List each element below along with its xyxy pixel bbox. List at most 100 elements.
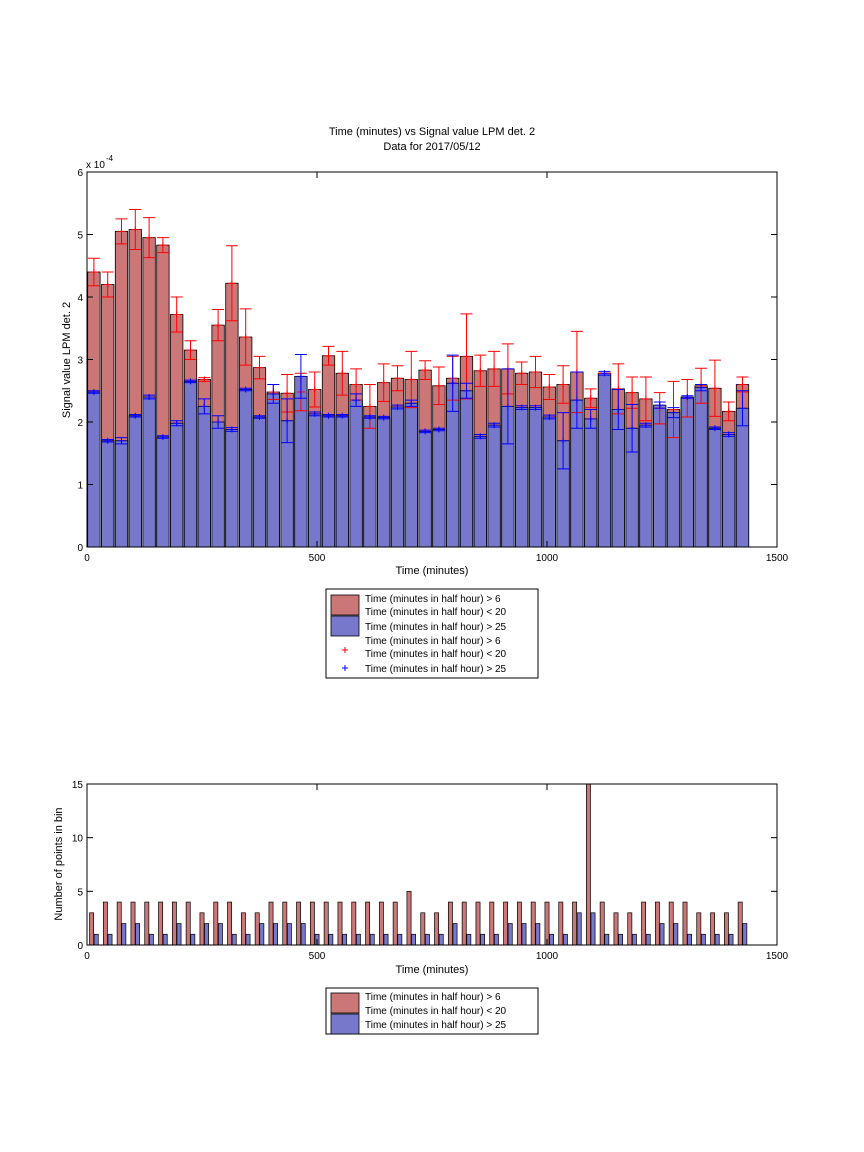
count-bar-blue xyxy=(480,933,486,946)
count-bar-blue xyxy=(286,923,292,946)
count-bar-red xyxy=(696,912,702,946)
count-bar-red xyxy=(516,901,522,946)
count-bar-blue xyxy=(397,933,403,946)
count-bar-blue xyxy=(204,923,210,946)
count-bar-blue xyxy=(176,923,182,946)
bar-blue xyxy=(680,396,694,548)
count-bar-red xyxy=(447,901,453,946)
count-bar-blue xyxy=(424,933,430,946)
bar-blue xyxy=(390,406,405,548)
count-bar-blue xyxy=(411,933,417,946)
bar-blue xyxy=(114,440,129,548)
bar-blue xyxy=(225,429,239,548)
bar-blue xyxy=(722,434,736,548)
y-axis-label: Signal value LPM det. 2 xyxy=(61,302,73,418)
count-bar-red xyxy=(378,901,384,946)
count-bar-red xyxy=(737,901,743,946)
count-bar-blue xyxy=(162,933,168,946)
count-bar-blue xyxy=(659,923,665,946)
bar-blue xyxy=(211,421,225,548)
bar-blue xyxy=(418,430,432,548)
bar-blue xyxy=(197,405,211,548)
bar-blue xyxy=(156,436,170,548)
legend-box xyxy=(325,588,539,679)
count-bar-red xyxy=(572,901,578,946)
x-axis-label: Time (minutes) xyxy=(396,964,469,976)
chart-subtitle: Data for 2017/05/12 xyxy=(383,141,480,153)
count-bar-blue xyxy=(452,923,458,946)
count-bar-red xyxy=(503,901,509,946)
count-bar-blue xyxy=(521,923,527,946)
y-tick-label: 10 xyxy=(72,834,84,845)
legend-label: Time (minutes in half hour) > 6 xyxy=(365,992,501,1003)
y-tick-label: 2 xyxy=(77,418,83,429)
count-bar-red xyxy=(585,783,591,946)
legend-box xyxy=(325,987,539,1035)
count-bar-red xyxy=(102,901,108,946)
bar-blue xyxy=(694,387,708,548)
bar-blue xyxy=(459,390,474,548)
count-bar-blue xyxy=(549,933,555,946)
count-bar-blue xyxy=(231,933,237,946)
series-red-errorbars xyxy=(87,209,749,439)
bar-blue xyxy=(639,424,653,548)
y-exponent-value: -4 xyxy=(106,154,114,163)
legend-label: Time (minutes in half hour) < 20 xyxy=(365,607,507,618)
bar-blue xyxy=(487,424,501,548)
bar-blue xyxy=(363,416,377,548)
y-tick-label: 0 xyxy=(77,941,83,952)
bar-blue xyxy=(542,416,556,548)
count-bar-blue xyxy=(604,933,610,946)
bar-blue xyxy=(584,418,598,548)
legend-label: Time (minutes in half hour) > 25 xyxy=(365,622,507,633)
count-bar-red xyxy=(420,912,426,946)
bar-blue xyxy=(266,393,280,548)
bar-blue xyxy=(432,429,446,548)
count-bar-blue xyxy=(687,933,693,946)
count-bar-red xyxy=(710,912,716,946)
bar-blue xyxy=(708,427,722,548)
count-bar-blue xyxy=(618,933,624,946)
count-bar-blue xyxy=(742,923,748,946)
count-bar-blue xyxy=(493,933,499,946)
count-bars xyxy=(89,783,748,946)
x-tick-label: 1500 xyxy=(766,553,789,564)
count-bar-red xyxy=(475,901,481,946)
count-bar-red xyxy=(599,901,605,946)
count-chart: 0 500 1000 1500 0 5 10 15 Time (minutes) Number… xyxy=(53,780,789,1035)
x-tick-label: 1000 xyxy=(536,553,559,564)
bar-blue xyxy=(142,396,156,548)
count-bar-blue xyxy=(328,933,334,946)
count-bar-blue xyxy=(507,923,513,946)
bar-blue xyxy=(404,402,418,548)
y-tick-label: 5 xyxy=(77,231,83,242)
y-exponent-label: x 10 xyxy=(86,160,105,171)
count-bar-blue xyxy=(107,933,113,946)
plot-frame xyxy=(86,783,778,946)
x-tick-label: 500 xyxy=(309,951,326,962)
count-bar-blue xyxy=(355,933,361,946)
count-bar-red xyxy=(268,901,274,946)
count-bar-blue xyxy=(383,933,389,946)
bar-blue xyxy=(321,415,336,548)
count-bar-red xyxy=(144,901,150,946)
count-bar-red xyxy=(116,901,122,946)
legend-label: Time (minutes in half hour) > 25 xyxy=(365,664,507,675)
legend-swatch-red xyxy=(330,594,360,616)
count-bar-blue xyxy=(300,923,306,946)
count-bar-blue xyxy=(245,933,251,946)
bar-blue xyxy=(735,407,750,548)
bar-blue xyxy=(252,416,267,548)
bar-blue xyxy=(128,415,142,548)
chart-title: Time (minutes) vs Signal value LPM det. … xyxy=(329,126,535,138)
bar-blue xyxy=(101,440,115,548)
bar-blue xyxy=(335,415,349,548)
bar-blue xyxy=(597,372,612,548)
x-tick-label: 1000 xyxy=(536,951,559,962)
count-bar-blue xyxy=(93,933,99,946)
x-axis-label: Time (minutes) xyxy=(396,565,469,577)
bar-blue xyxy=(170,422,184,548)
count-bar-blue xyxy=(273,923,279,946)
count-bar-blue xyxy=(645,933,651,946)
count-bar-red xyxy=(668,901,674,946)
